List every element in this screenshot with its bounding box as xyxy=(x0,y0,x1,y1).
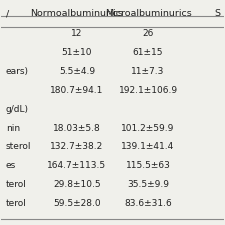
Text: 192.1±106.9: 192.1±106.9 xyxy=(119,86,178,95)
Text: es: es xyxy=(6,161,16,170)
Text: Microalbuminurics: Microalbuminurics xyxy=(105,9,191,18)
Text: 164.7±113.5: 164.7±113.5 xyxy=(47,161,106,170)
Text: 18.03±5.8: 18.03±5.8 xyxy=(53,124,101,133)
Text: 26: 26 xyxy=(142,29,154,38)
Text: 59.5±28.0: 59.5±28.0 xyxy=(53,199,101,208)
Text: 139.1±41.4: 139.1±41.4 xyxy=(122,142,175,151)
Text: 83.6±31.6: 83.6±31.6 xyxy=(124,199,172,208)
Text: ears): ears) xyxy=(6,67,29,76)
Text: 12: 12 xyxy=(71,29,83,38)
Text: nin: nin xyxy=(6,124,20,133)
Text: sterol: sterol xyxy=(6,142,31,151)
Text: 132.7±38.2: 132.7±38.2 xyxy=(50,142,104,151)
Text: 101.2±59.9: 101.2±59.9 xyxy=(121,124,175,133)
Text: 180.7±94.1: 180.7±94.1 xyxy=(50,86,104,95)
Text: 11±7.3: 11±7.3 xyxy=(131,67,165,76)
Text: 115.5±63: 115.5±63 xyxy=(126,161,171,170)
Text: Normoalbuminurics: Normoalbuminurics xyxy=(31,9,123,18)
Text: 5.5±4.9: 5.5±4.9 xyxy=(59,67,95,76)
Text: g/dL): g/dL) xyxy=(6,105,29,114)
Text: terol: terol xyxy=(6,180,27,189)
Text: 51±10: 51±10 xyxy=(62,48,92,57)
Text: /: / xyxy=(6,9,9,18)
Text: 35.5±9.9: 35.5±9.9 xyxy=(127,180,169,189)
Text: terol: terol xyxy=(6,199,27,208)
Text: 61±15: 61±15 xyxy=(133,48,163,57)
Text: S: S xyxy=(214,9,220,18)
Text: 29.8±10.5: 29.8±10.5 xyxy=(53,180,101,189)
